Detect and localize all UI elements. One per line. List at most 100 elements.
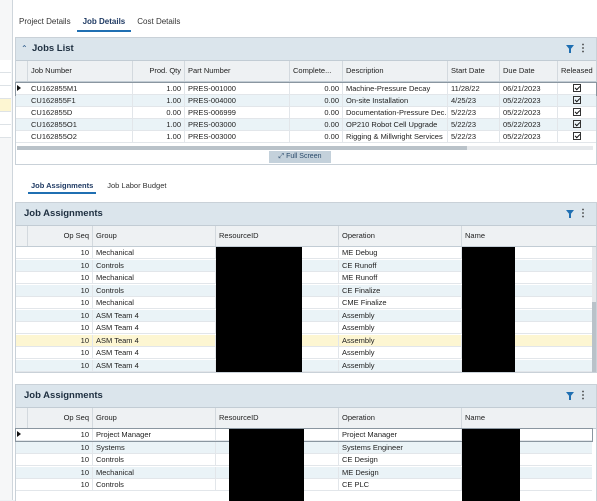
start-date-cell: 11/28/22 [448, 83, 500, 94]
table-row[interactable]: 10 Controls CE Finalize [16, 284, 592, 297]
col-prod-qty[interactable]: Prod. Qty [133, 61, 185, 81]
horizontal-scrollbar[interactable] [17, 146, 593, 150]
op-seq-cell: 10 [28, 272, 93, 283]
op-seq-cell: 10 [28, 247, 93, 258]
collapse-chevron-up-icon[interactable]: ⌃ [21, 44, 28, 53]
table-row[interactable]: 10 Mechanical ME Runoff [16, 272, 592, 284]
table-row[interactable]: CU162855M1 1.00 PRES-001000 0.00 Machine… [15, 82, 597, 96]
released-checkbox[interactable] [573, 84, 581, 92]
table-row[interactable]: 10 Controls CE Design [16, 454, 592, 466]
released-checkbox[interactable] [573, 96, 581, 104]
released-checkbox[interactable] [573, 120, 581, 128]
tab-job-details[interactable]: Job Details [76, 13, 132, 32]
col-complete[interactable]: Complete... [290, 61, 343, 81]
col-operation[interactable]: Operation [339, 226, 462, 246]
group-cell: Controls [93, 259, 216, 271]
col-op-seq[interactable]: Op Seq [28, 226, 93, 246]
table-row[interactable]: CU162855D 0.00 PRES-006999 0.00 Document… [16, 107, 596, 119]
side-row [0, 125, 11, 138]
col-name[interactable]: Name [465, 231, 486, 240]
released-checkbox[interactable] [573, 108, 581, 116]
table-row[interactable]: 10 ASM Team 4 Assembly [16, 359, 592, 372]
operation-cell: Assembly [339, 359, 462, 371]
col-group[interactable]: Group [93, 408, 216, 428]
more-options-icon[interactable]: ⋮ [578, 43, 588, 54]
tab-job-assignments[interactable]: Job Assignments [28, 180, 97, 194]
table-row[interactable]: CU162855F1 1.00 PRES-004000 0.00 On-site… [16, 95, 596, 107]
job-number-cell: CU162855M1 [28, 83, 133, 94]
job-assignments-header: Job Assignments ⋮ [16, 203, 596, 226]
description-cell: OP210 Robot Cell Upgrade [343, 119, 448, 130]
op-seq-cell: 10 [28, 297, 93, 308]
full-screen-button[interactable]: ⤢ Full Screen [269, 151, 331, 163]
table-row[interactable]: CU162855O2 1.00 PRES-003000 0.00 Rigging… [16, 131, 596, 143]
job-assignments-title: Job Assignments [24, 390, 103, 401]
table-row[interactable]: 10 ASM Team 4 Assembly [16, 309, 592, 322]
col-job-number[interactable]: Job Number [28, 61, 133, 81]
table-row[interactable]: 10 Mechanical ME Design [16, 466, 592, 479]
col-part-number[interactable]: Part Number [185, 61, 290, 81]
filter-icon[interactable] [566, 210, 574, 218]
table-row[interactable]: 10 ASM Team 4 Assembly [16, 334, 592, 347]
more-options-icon[interactable]: ⋮ [578, 208, 588, 219]
redacted-resource-id [216, 247, 302, 372]
table-row[interactable]: 10 Controls CE PLC [16, 479, 592, 491]
released-checkbox[interactable] [573, 132, 581, 140]
current-row-pointer-icon [17, 431, 21, 437]
due-date-cell: 06/21/2023 [500, 83, 558, 94]
table-row[interactable]: CU162855O1 1.00 PRES-003000 0.00 OP210 R… [16, 119, 596, 131]
table-row[interactable]: 10 Project Manager Project Manager [15, 428, 593, 442]
col-start-date[interactable]: Start Date [448, 61, 500, 81]
row-indicator-header [16, 61, 28, 81]
scrollbar-thumb[interactable] [592, 302, 596, 372]
job-number-cell: CU162855D [28, 107, 133, 118]
col-resource-id[interactable]: ResourceID [216, 226, 339, 246]
jobs-list-header: ⌃ Jobs List ⋮ [16, 38, 596, 61]
col-operation[interactable]: Operation [339, 408, 462, 428]
filter-icon[interactable] [566, 45, 574, 53]
vertical-scrollbar[interactable] [592, 247, 596, 372]
group-cell: Systems [93, 441, 216, 453]
resource-id-cell [216, 247, 339, 258]
col-resource-id[interactable]: ResourceID [216, 408, 339, 428]
side-row [0, 112, 11, 125]
job-number-cell: CU162855O2 [28, 131, 133, 142]
redacted-name [462, 429, 520, 501]
redacted-name [462, 247, 515, 372]
top-tabs: Project Details Job Details Cost Details [13, 13, 186, 32]
table-row[interactable]: 10 Mechanical CME Finalize [16, 297, 592, 309]
tab-job-labor-budget[interactable]: Job Labor Budget [107, 181, 167, 190]
due-date-cell: 05/22/2023 [500, 107, 558, 118]
col-released[interactable]: Released [561, 66, 593, 75]
table-row[interactable]: 10 Systems Systems Engineer [16, 441, 592, 454]
col-due-date[interactable]: Due Date [500, 61, 558, 81]
op-seq-cell: 10 [28, 479, 93, 490]
due-date-cell: 05/22/2023 [500, 119, 558, 130]
tab-project-details[interactable]: Project Details [19, 17, 71, 26]
resource-id-cell [216, 441, 339, 453]
op-seq-cell: 10 [28, 359, 93, 371]
operation-cell: CME Finalize [339, 297, 462, 308]
more-options-icon[interactable]: ⋮ [578, 390, 588, 401]
col-group[interactable]: Group [93, 226, 216, 246]
jobs-list-title: Jobs List [32, 43, 74, 54]
description-cell: On-site Installation [343, 95, 448, 106]
col-op-seq[interactable]: Op Seq [28, 408, 93, 428]
table-row[interactable]: 10 ASM Team 4 Assembly [16, 347, 592, 359]
table-row[interactable]: 10 ASM Team 4 Assembly [16, 322, 592, 334]
group-cell: ASM Team 4 [93, 309, 216, 321]
group-cell: Controls [93, 479, 216, 490]
part-number-cell: PRES-003000 [185, 119, 290, 130]
scrollbar-thumb[interactable] [17, 146, 467, 150]
col-description[interactable]: Description [343, 61, 448, 81]
table-row[interactable]: 10 Controls CE Runoff [16, 259, 592, 272]
table-row[interactable]: 10 Mechanical ME Debug [16, 247, 592, 259]
group-cell: ASM Team 4 [93, 334, 216, 346]
job-number-cell: CU162855F1 [28, 95, 133, 106]
jobs-list-column-header: Job Number Prod. Qty Part Number Complet… [16, 61, 596, 82]
tab-cost-details[interactable]: Cost Details [137, 17, 181, 26]
filter-icon[interactable] [566, 392, 574, 400]
resource-id-cell [216, 259, 339, 271]
col-name[interactable]: Name [465, 413, 486, 422]
operation-cell: Assembly [339, 322, 462, 333]
